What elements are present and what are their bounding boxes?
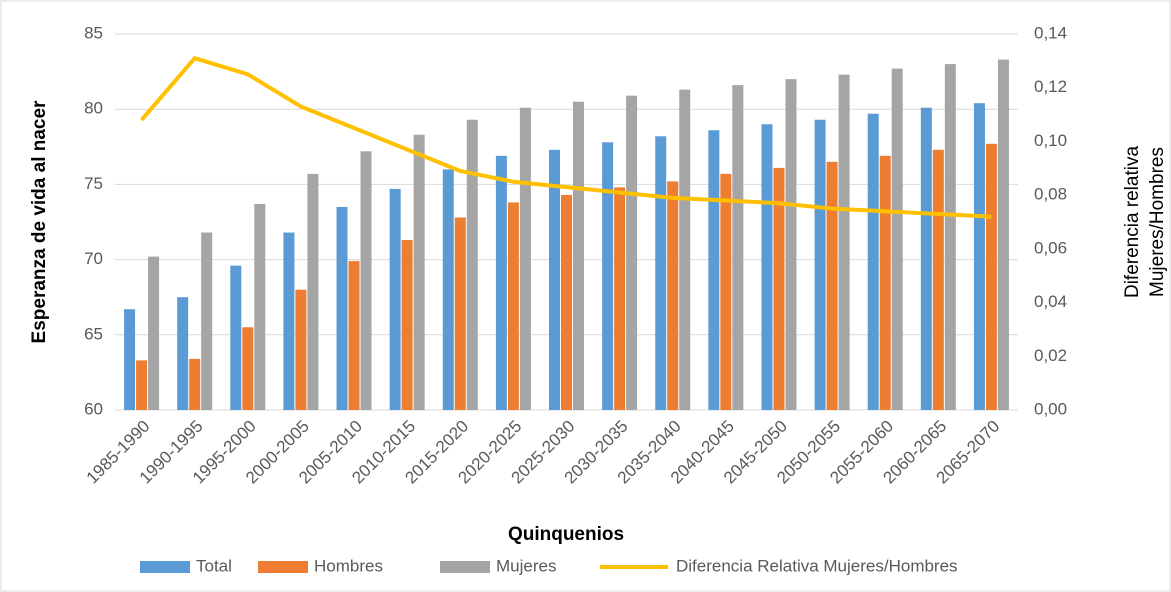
bar	[360, 151, 372, 410]
bar	[997, 59, 1009, 411]
bar	[826, 161, 838, 410]
bar	[413, 134, 425, 410]
bar	[814, 119, 826, 410]
bar	[932, 149, 944, 411]
bar	[389, 188, 401, 410]
bar	[307, 173, 319, 410]
legend-label: Total	[196, 556, 232, 575]
bar	[295, 289, 307, 410]
legend-label: Mujeres	[496, 556, 556, 575]
bar	[254, 203, 266, 410]
y-axis-title: Esperanza de vida al nacer	[29, 100, 50, 344]
y-tick-label: 85	[84, 23, 103, 42]
bar	[773, 167, 785, 410]
bar	[189, 358, 201, 410]
bar	[561, 194, 572, 410]
x-axis-title: Quinquenios	[508, 524, 624, 545]
bar	[230, 265, 242, 410]
y-tick-label: 80	[84, 99, 103, 118]
bar	[708, 130, 720, 411]
bar	[136, 360, 148, 410]
bar	[879, 155, 891, 410]
bar	[891, 68, 903, 410]
bar	[442, 169, 454, 410]
bar	[679, 89, 691, 410]
bar	[602, 142, 614, 410]
y-tick-label: 60	[84, 399, 103, 418]
y2-tick-label: 0,04	[1034, 292, 1067, 311]
bar	[495, 155, 507, 410]
y2-tick-label: 0,02	[1034, 346, 1067, 365]
y2-tick-label: 0,12	[1034, 77, 1067, 96]
legend-label: Hombres	[314, 556, 383, 575]
y-tick-label: 70	[84, 249, 103, 268]
bar	[626, 95, 638, 410]
bar	[838, 74, 850, 410]
bar	[761, 124, 773, 411]
bar	[348, 261, 360, 410]
bar	[242, 327, 254, 410]
bar	[283, 232, 295, 410]
line	[140, 56, 992, 219]
bar	[507, 202, 519, 410]
bar	[573, 101, 584, 411]
bar	[124, 309, 136, 410]
bar	[785, 79, 797, 411]
y2-tick-label: 0,10	[1034, 131, 1067, 150]
legend-label: Diferencia Relativa Mujeres/Hombres	[676, 556, 958, 575]
y2-axis-title: Mujeres/Hombres	[1147, 147, 1168, 297]
bar	[201, 232, 213, 410]
legend-swatch	[140, 561, 190, 573]
y-tick-label: 65	[84, 324, 103, 343]
bar	[655, 136, 667, 410]
bar	[336, 206, 348, 410]
bar	[667, 181, 679, 410]
bar	[614, 187, 626, 410]
y2-tick-label: 0,06	[1034, 238, 1067, 257]
bar	[920, 107, 932, 411]
bar	[549, 149, 560, 411]
bar	[944, 64, 956, 410]
bar	[466, 119, 478, 410]
bar	[732, 85, 744, 411]
bar	[867, 113, 879, 410]
legend-swatch	[440, 561, 490, 573]
bar	[148, 256, 160, 410]
y-tick-label: 75	[84, 174, 103, 193]
bar	[985, 143, 997, 411]
legend-swatch	[258, 561, 308, 573]
bar	[401, 240, 413, 410]
bar	[973, 103, 985, 411]
y2-tick-label: 0,08	[1034, 185, 1067, 204]
bar	[720, 173, 732, 410]
bar	[454, 217, 466, 410]
bar	[177, 297, 189, 410]
y2-axis-title: Diferencia relativa	[1122, 146, 1143, 298]
bar	[519, 107, 531, 411]
y2-tick-label: 0,14	[1034, 23, 1067, 42]
y2-tick-label: 0,00	[1034, 399, 1067, 418]
